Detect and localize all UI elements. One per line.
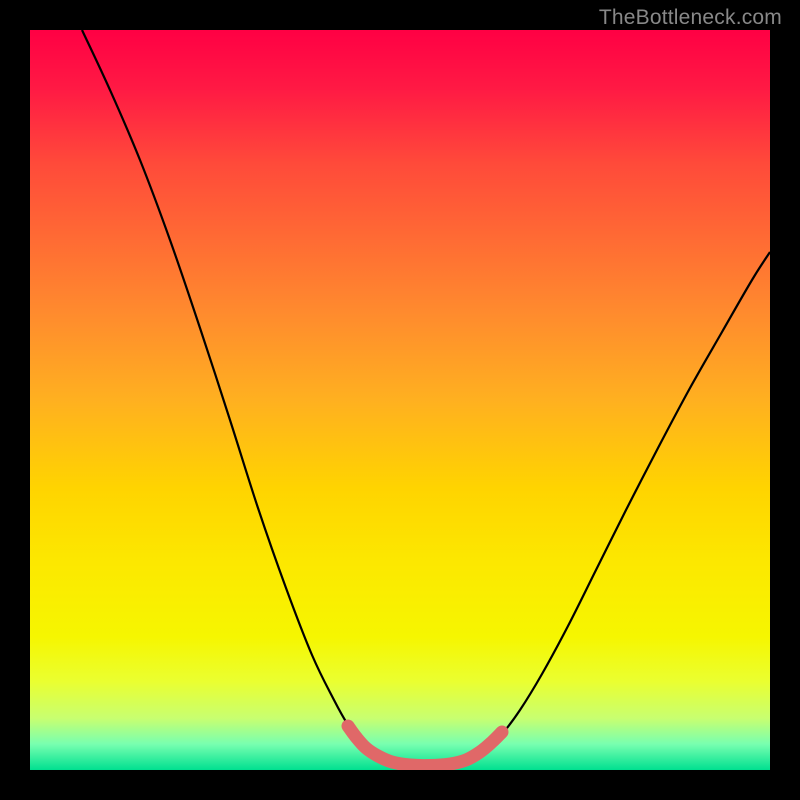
watermark-text: TheBottleneck.com — [599, 6, 782, 30]
gradient-background — [30, 30, 770, 770]
